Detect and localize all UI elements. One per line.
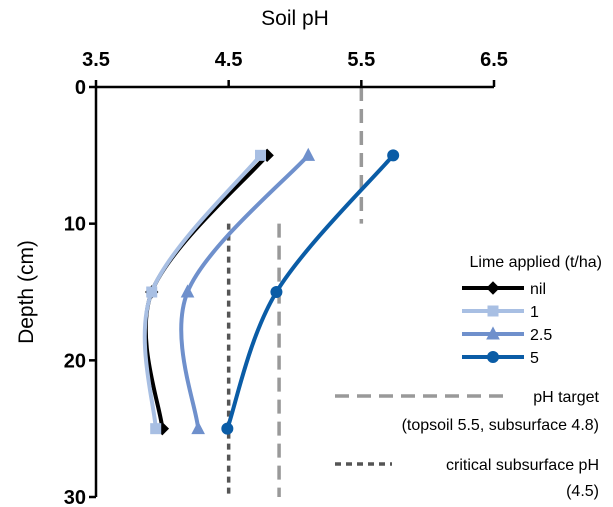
legend-item-5: 5 bbox=[462, 350, 539, 367]
data-point-2-5-25cm bbox=[191, 421, 205, 435]
x-tick-label-5-5: 5.5 bbox=[347, 49, 375, 71]
data-point-5-5cm bbox=[387, 149, 400, 162]
x-tick-label-3-5: 3.5 bbox=[82, 49, 110, 71]
critical-ph-sublabel: (4.5) bbox=[566, 483, 599, 500]
legend-label-nil: nil bbox=[530, 281, 546, 298]
x-tick-label-4-5: 4.5 bbox=[215, 49, 243, 71]
x-tick-label-6-5: 6.5 bbox=[480, 49, 508, 71]
critical-ph-annotation: critical subsurface pH (4.5) bbox=[335, 457, 599, 500]
series-1 bbox=[142, 149, 267, 435]
y-ticks: 0 10 20 30 bbox=[64, 77, 96, 507]
legend-item-nil: nil bbox=[462, 281, 546, 298]
series-line-nil bbox=[143, 153, 270, 431]
data-point-5-15cm bbox=[270, 286, 283, 298]
data-point-1-25cm bbox=[150, 423, 162, 435]
x-ticks: 3.5 4.5 5.5 6.5 bbox=[82, 49, 508, 87]
reference-lines bbox=[226, 87, 364, 497]
y-tick-label-0: 0 bbox=[75, 77, 86, 99]
ph-target-annotation: pH target (topsoil 5.5, subsurface 4.8) bbox=[335, 389, 600, 434]
series-nil bbox=[143, 148, 274, 436]
series-line-1 bbox=[142, 153, 263, 431]
legend-title: Lime applied (t/ha) bbox=[469, 254, 602, 271]
series-line-5 bbox=[225, 153, 396, 431]
x-axis-title: Soil pH bbox=[261, 7, 329, 30]
ph-target-sublabel: (topsoil 5.5, subsurface 4.8) bbox=[402, 417, 599, 434]
legend-marker-2-5 bbox=[486, 326, 500, 340]
ph-target-label: pH target bbox=[533, 389, 599, 406]
legend-label-5: 5 bbox=[530, 350, 539, 367]
series-5 bbox=[221, 149, 400, 435]
legend: nil 1 2.5 5 bbox=[462, 281, 552, 367]
data-point-2-5-5cm bbox=[301, 147, 316, 161]
legend-item-2-5: 2.5 bbox=[462, 326, 552, 344]
legend-marker-5 bbox=[487, 351, 499, 363]
data-point-2-5-15cm bbox=[180, 284, 195, 298]
data-point-5-25cm bbox=[221, 422, 234, 435]
series-layer bbox=[142, 147, 400, 436]
data-point-1-5cm bbox=[255, 149, 267, 161]
y-axis-title: Depth (cm) bbox=[15, 240, 38, 344]
legend-marker-1 bbox=[487, 305, 499, 317]
y-tick-label-30: 30 bbox=[64, 487, 86, 507]
y-tick-label-10: 10 bbox=[64, 214, 86, 236]
legend-item-1: 1 bbox=[462, 304, 539, 321]
series-2-5 bbox=[179, 147, 316, 435]
critical-ph-label: critical subsurface pH bbox=[446, 457, 599, 474]
y-tick-label-20: 20 bbox=[64, 350, 86, 372]
series-line-2-5 bbox=[179, 153, 311, 431]
legend-label-2-5: 2.5 bbox=[530, 327, 552, 344]
data-point-1-15cm bbox=[146, 286, 158, 298]
legend-label-1: 1 bbox=[530, 304, 539, 321]
legend-marker-nil bbox=[486, 281, 500, 295]
